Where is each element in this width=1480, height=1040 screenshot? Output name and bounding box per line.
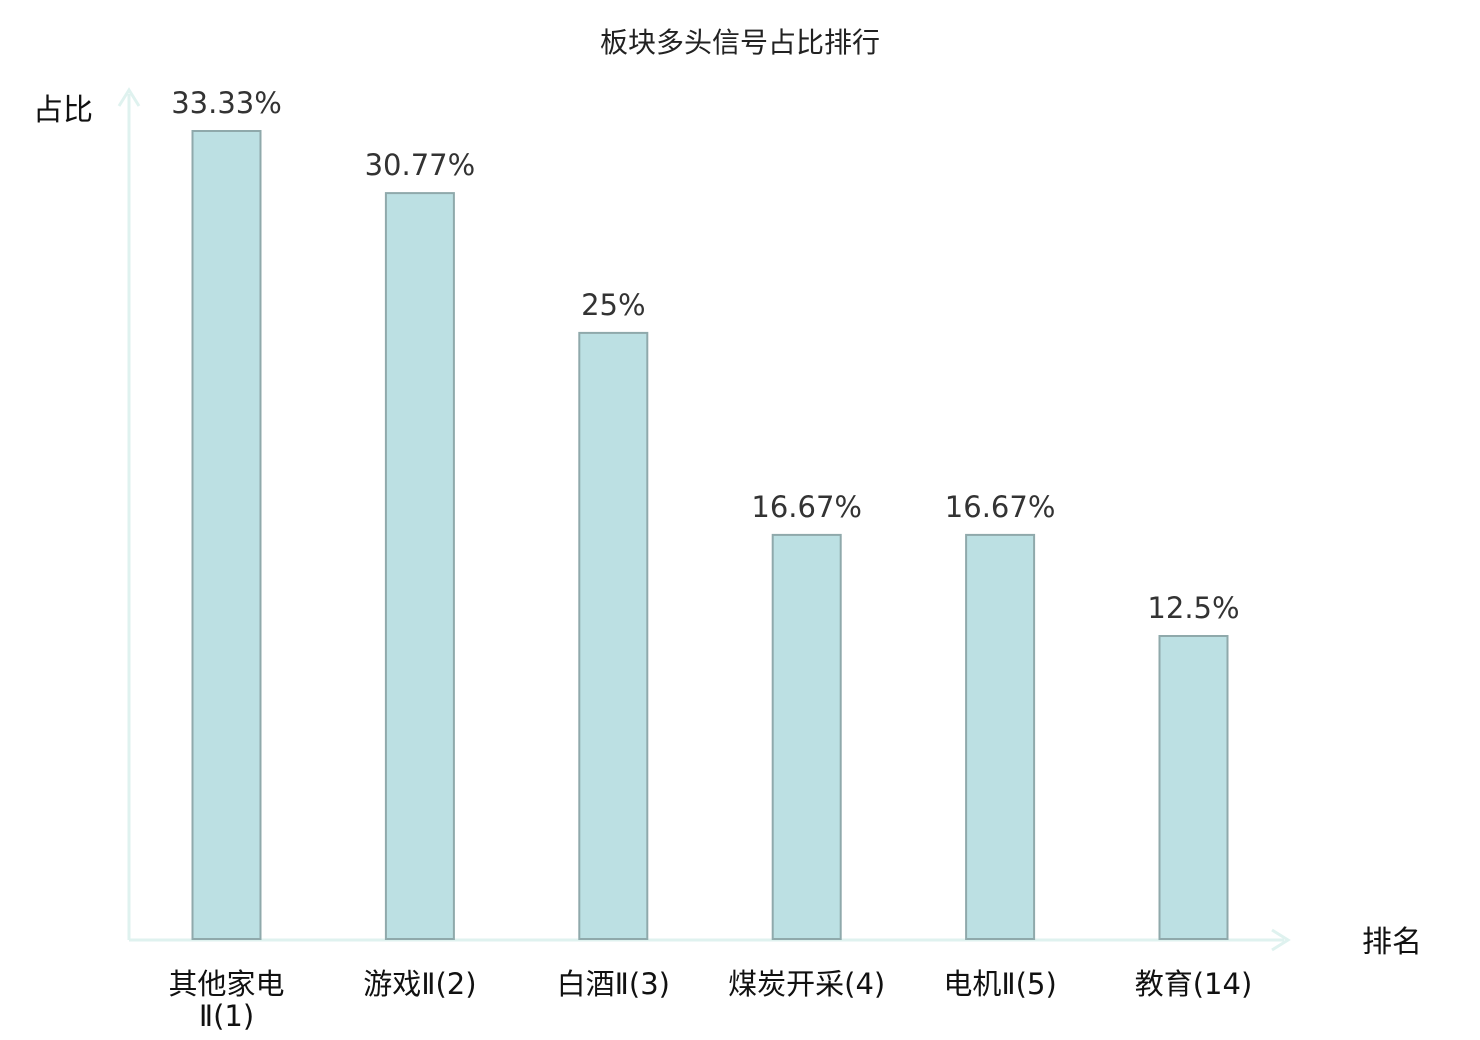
value-label-1: 33.33% [171,86,282,120]
bar-5 [965,533,1036,941]
bar-2 [384,192,455,941]
value-label-4: 16.67% [751,490,862,524]
bar-1 [191,130,262,940]
x-axis-arrow [1271,928,1291,952]
x-axis-label: 排名 [1362,925,1422,960]
value-label-6: 12.5% [1147,591,1239,625]
category-label-5: 电机Ⅱ(5) [943,967,1056,1001]
bar-4 [771,533,842,941]
category-label-1-line-1: 其他家电 [168,967,284,1001]
value-label-3: 25% [581,288,645,322]
bar-6 [1158,635,1229,940]
value-label-5: 16.67% [945,490,1056,524]
y-axis-label: 占比 [33,93,93,128]
category-label-6: 教育(14) [1135,967,1253,1001]
category-label-2: 游戏Ⅱ(2) [363,967,476,1001]
category-label-4: 煤炭开采(4) [728,967,885,1001]
bar-3 [578,331,649,940]
y-axis-arrow [117,87,141,107]
chart-title: 板块多头信号占比排行 [600,26,880,59]
value-label-2: 30.77% [365,148,476,182]
category-label-3: 白酒Ⅱ(3) [557,967,670,1001]
category-label-1-line-2: Ⅱ(1) [199,999,254,1033]
